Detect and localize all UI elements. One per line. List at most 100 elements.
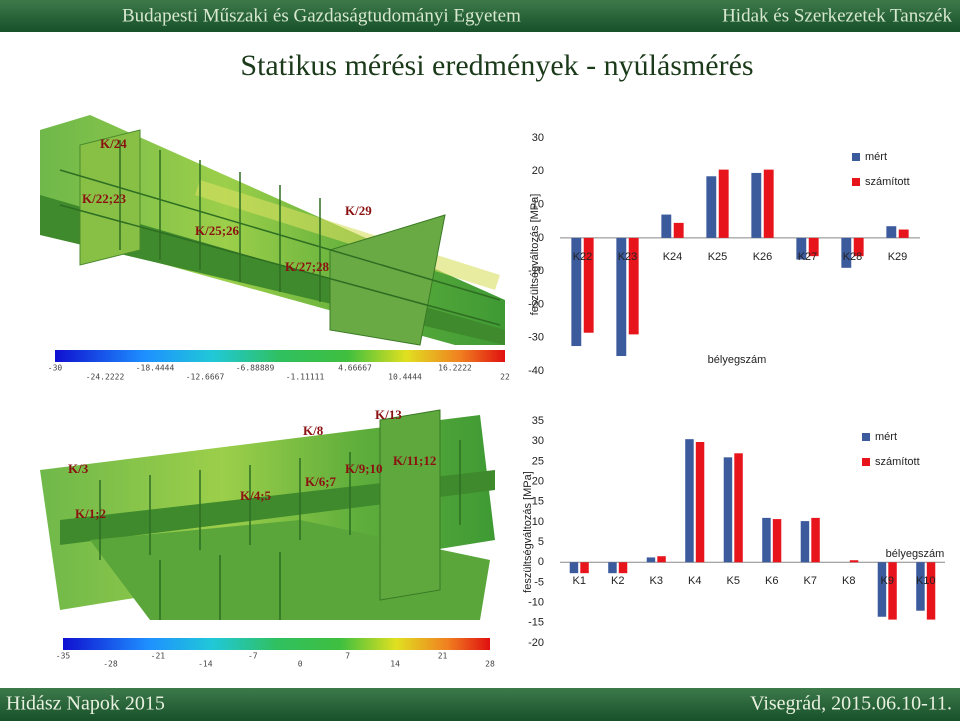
colorbar-label: -18.4444 [136, 364, 175, 373]
legend-label: számított [865, 176, 910, 188]
footer-bar [0, 688, 960, 721]
x-tick-label: K2 [611, 575, 624, 587]
y-tick-label: -30 [528, 332, 544, 344]
y-tick-label: 25 [532, 455, 544, 467]
x-tick-label: K7 [804, 575, 817, 587]
colorbar-label: 4.66667 [338, 364, 372, 373]
bar [800, 521, 810, 563]
colorbar-label: 28 [485, 660, 495, 669]
bar [706, 176, 717, 238]
bar [723, 457, 733, 563]
x-tick-label: K9 [881, 575, 894, 587]
model-label: K/25;26 [195, 223, 240, 238]
x-tick-label: K22 [573, 251, 593, 263]
bar [618, 562, 628, 574]
bar [763, 169, 774, 238]
bar [718, 169, 729, 238]
y-tick-label: -40 [528, 365, 544, 377]
colorbar-label: 16.2222 [438, 364, 472, 373]
model-label: K/22;23 [82, 191, 127, 206]
legend-swatch [862, 433, 870, 441]
bar [762, 517, 771, 563]
colorbar-label: 14 [390, 660, 400, 669]
bar [661, 214, 672, 238]
legend-swatch [862, 458, 870, 466]
colorbar-label: 22 [500, 373, 510, 382]
legend-label: mért [875, 431, 897, 443]
colorbar-label: 0 [298, 660, 303, 669]
bar [608, 562, 617, 574]
bar [811, 517, 820, 563]
header-left: Budapesti Műszaki és Gazdaságtudományi E… [122, 5, 521, 26]
x-tick-label: K10 [916, 575, 936, 587]
model-label: K/8 [303, 423, 324, 438]
model-label: K/13 [375, 407, 402, 422]
x-axis-title: bélyegszám [708, 354, 767, 366]
colorbar-label: -28 [103, 660, 118, 669]
y-tick-label: -20 [528, 298, 544, 310]
bar [569, 562, 579, 574]
colorbar-label: -6.88889 [236, 364, 275, 373]
colorbar-label: -12.6667 [186, 373, 225, 382]
bar [657, 556, 666, 563]
bar [886, 226, 897, 238]
x-tick-label: K5 [727, 575, 740, 587]
model-label: K/1;2 [75, 506, 106, 521]
x-tick-label: K24 [663, 251, 683, 263]
colorbar-label: -7 [248, 652, 258, 661]
bar [628, 237, 639, 335]
colorbar-label: 21 [438, 652, 448, 661]
bar [853, 237, 864, 257]
model-label: K/29 [345, 203, 372, 218]
x-tick-label: K28 [843, 251, 863, 263]
colorbar-label: -21 [151, 652, 166, 661]
footer-left: Hidász Napok 2015 [6, 693, 165, 715]
legend-label: mért [865, 151, 887, 163]
bar [583, 237, 594, 333]
y-tick-label: 10 [532, 516, 544, 528]
bar [808, 237, 819, 257]
bar [772, 519, 782, 563]
fem-model-2 [40, 409, 495, 650]
bar [898, 229, 909, 238]
bar [926, 562, 936, 620]
bar [841, 237, 852, 268]
legend-swatch [852, 153, 860, 161]
bar [685, 439, 694, 563]
fem-model-1 [40, 115, 505, 362]
bar [796, 237, 807, 260]
y-tick-label: 35 [532, 415, 544, 427]
y-tick-label: 30 [532, 132, 544, 144]
x-tick-label: K29 [888, 251, 908, 263]
colorbar-label: 7 [345, 652, 350, 661]
bar [673, 222, 684, 238]
model-label: K/11;12 [393, 453, 436, 468]
y-axis-title: feszültségváltozás [MPa] [529, 194, 541, 316]
bar [646, 557, 656, 563]
y-tick-label: 15 [532, 496, 544, 508]
colorbar-label: -14 [198, 660, 213, 669]
y-tick-label: 0 [538, 232, 544, 244]
x-tick-label: K8 [842, 575, 855, 587]
colorbar-label: 10.4444 [388, 373, 422, 382]
bar [734, 453, 743, 563]
y-axis-title: feszültségváltozás [MPa] [522, 471, 534, 593]
colorbar-label: -1.11111 [286, 373, 325, 382]
y-tick-label: -20 [528, 637, 544, 649]
bar [916, 562, 925, 611]
colorbar-label: -35 [56, 652, 71, 661]
bar [571, 237, 582, 347]
legend-swatch [852, 178, 860, 186]
y-tick-label: 20 [532, 475, 544, 487]
bar [580, 562, 589, 574]
legend-label: számított [875, 456, 920, 468]
bar [616, 237, 627, 357]
x-axis-title: bélyegszám [886, 548, 945, 560]
y-tick-label: -10 [528, 265, 544, 277]
model-label: K/6;7 [305, 474, 337, 489]
model-label: K/3 [68, 461, 89, 476]
footer-right: Visegrád, 2015.06.10-11. [750, 693, 952, 715]
x-tick-label: K1 [573, 575, 586, 587]
header-bar [0, 0, 960, 32]
